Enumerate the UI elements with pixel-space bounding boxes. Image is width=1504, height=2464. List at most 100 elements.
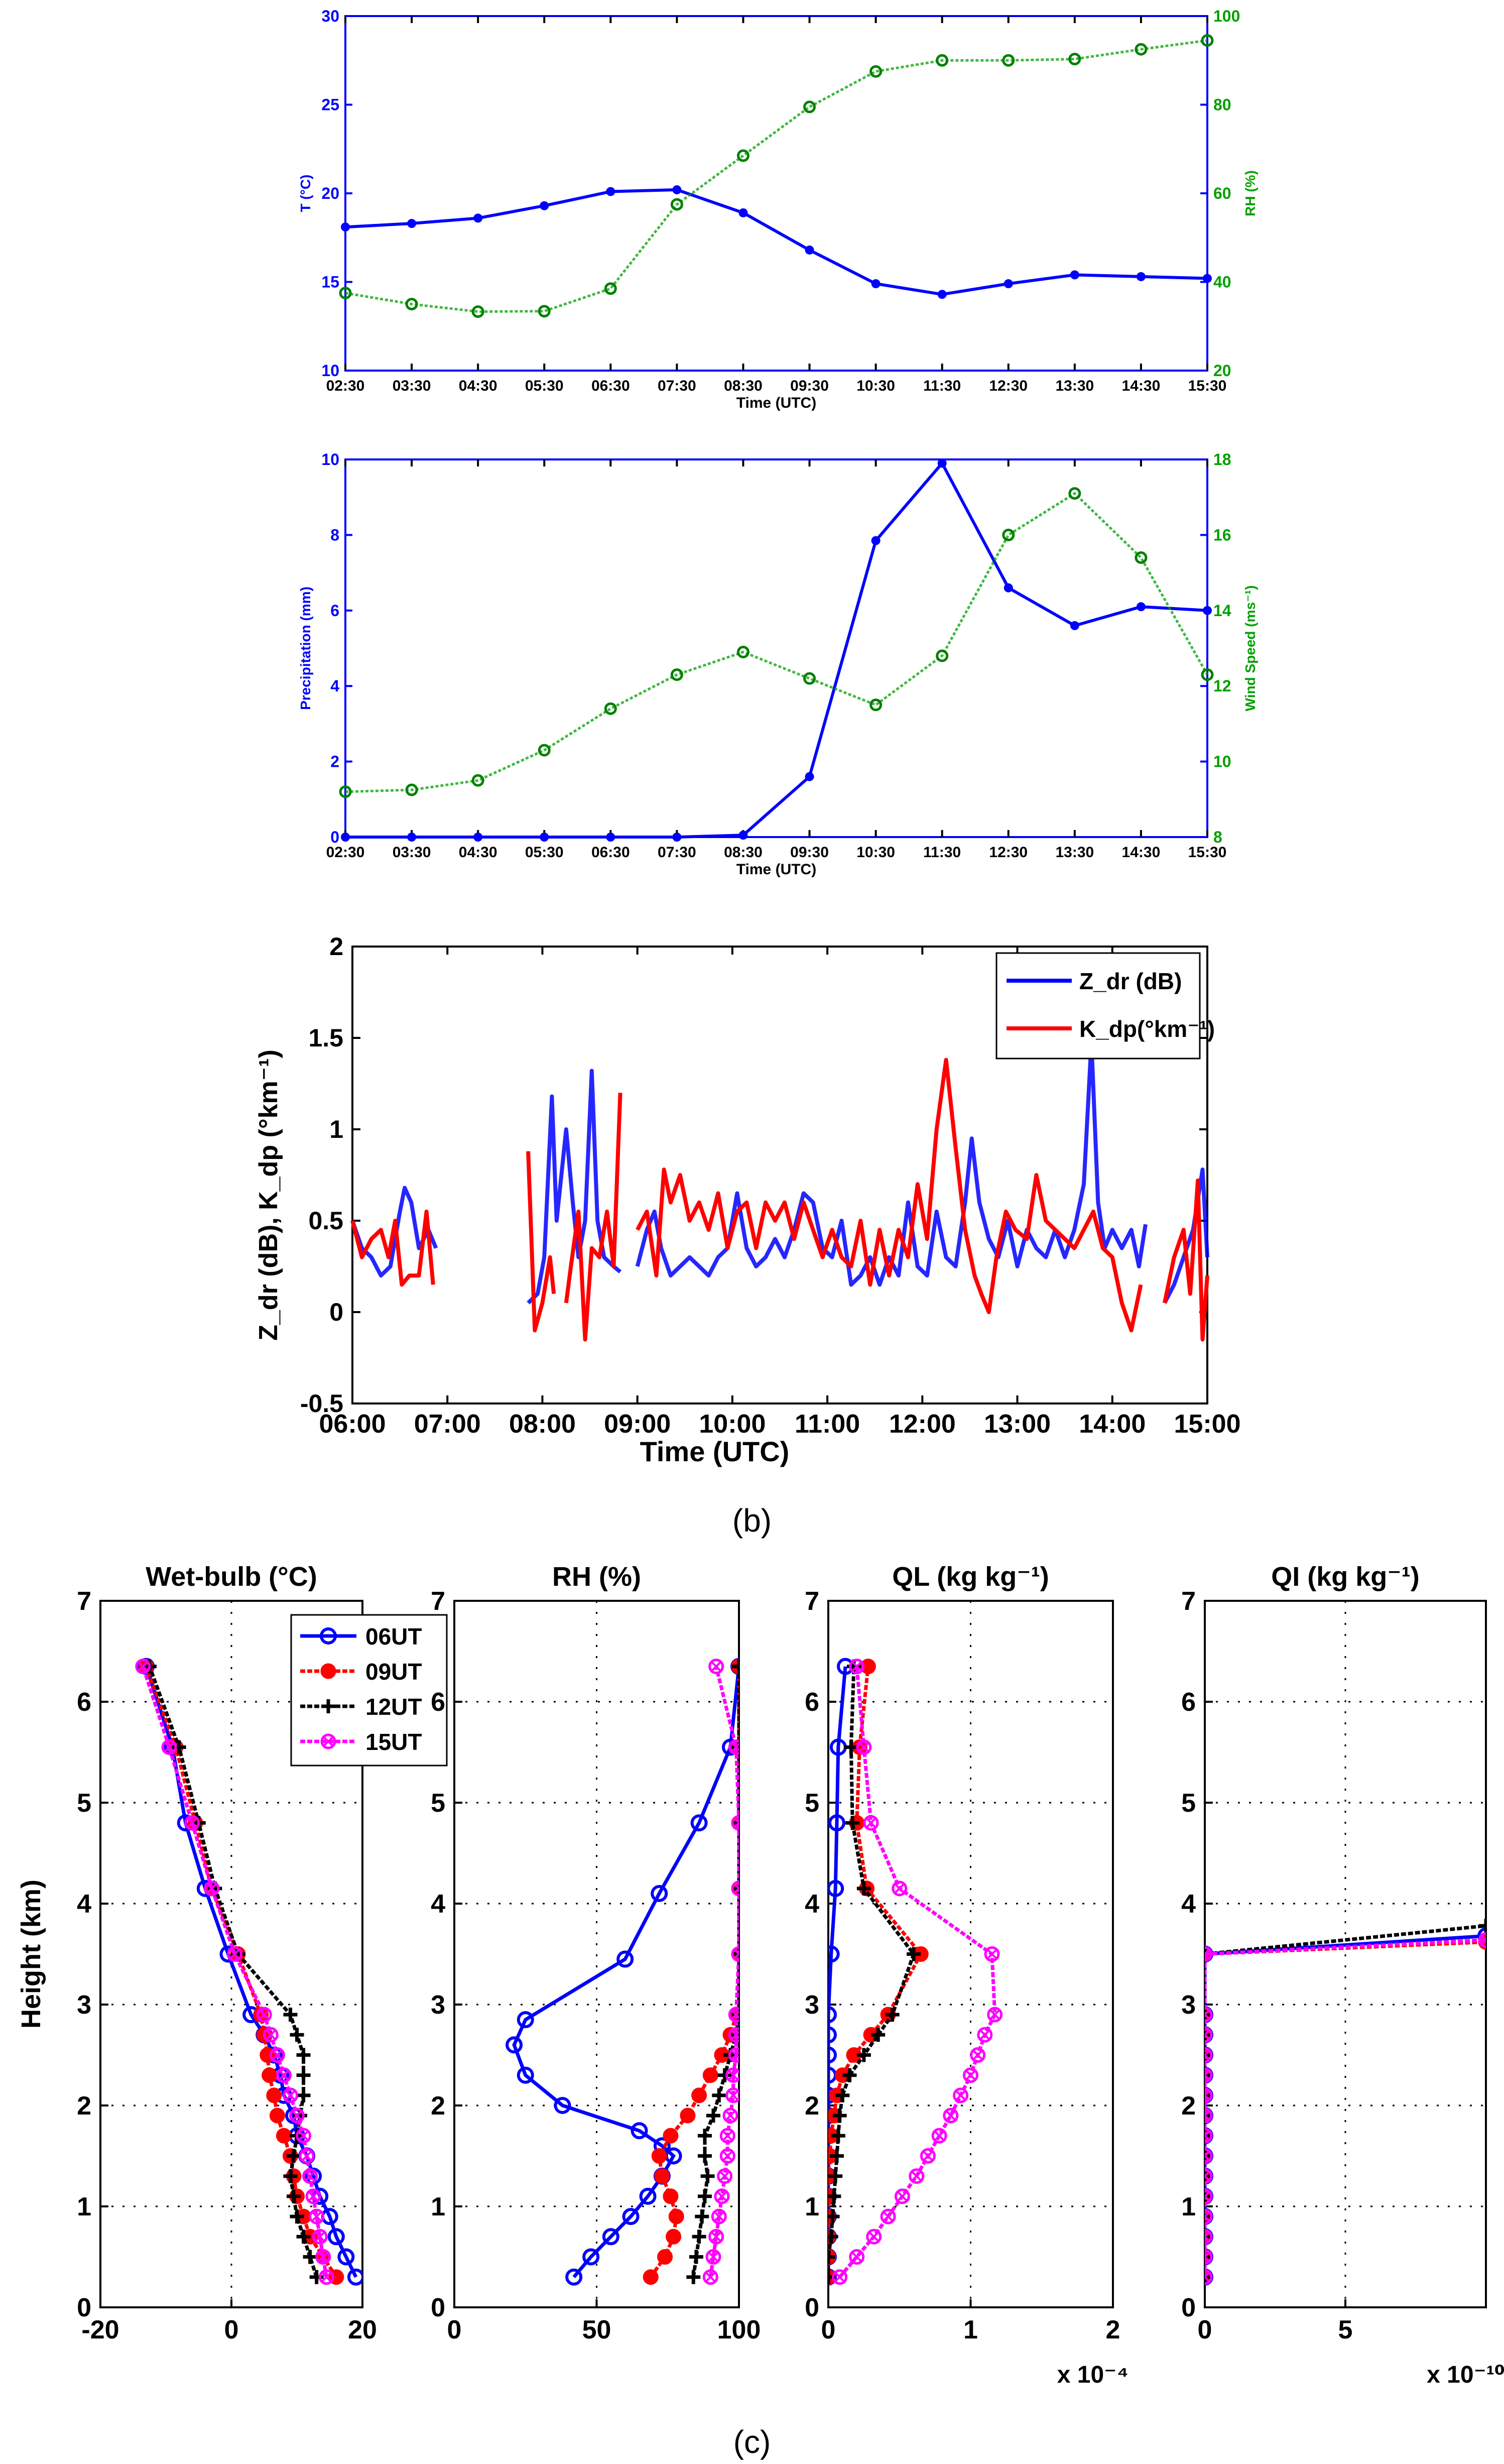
data-point-06ut bbox=[631, 2122, 648, 2140]
data-point-09ut bbox=[269, 2107, 285, 2124]
caption-b: (b) bbox=[732, 1502, 772, 1539]
y-tick-label: 1 bbox=[1181, 2192, 1196, 2221]
data-point-12ut bbox=[732, 1881, 739, 1896]
data-point-15ut bbox=[711, 2208, 727, 2224]
y-tick-label: 1.5 bbox=[308, 1024, 343, 1052]
data-point-15ut bbox=[856, 1739, 872, 1755]
data-point-12ut bbox=[309, 2270, 324, 2284]
data-point-06ut bbox=[347, 2268, 362, 2286]
data-point-12ut bbox=[712, 2088, 726, 2102]
data-point-t bbox=[1136, 272, 1146, 281]
y-tick-label: 3 bbox=[431, 1990, 445, 2020]
data-point-15ut-cross bbox=[973, 2050, 983, 2060]
y-tick-label: 3 bbox=[1181, 1990, 1196, 2020]
x-tick-label: 06:30 bbox=[591, 844, 630, 861]
y-tick-label: 5 bbox=[431, 1789, 445, 1818]
data-point-15ut bbox=[849, 2249, 865, 2265]
data-point-06ut bbox=[639, 2187, 657, 2205]
series-line-06ut bbox=[828, 1666, 847, 2277]
x-tick-label: 2 bbox=[1106, 2315, 1120, 2344]
data-point-rh bbox=[803, 100, 816, 113]
data-point-15ut-cross bbox=[852, 1662, 862, 1672]
x-tick-label: 05:30 bbox=[525, 378, 564, 394]
legend-label-09ut: 09UT bbox=[365, 1659, 422, 1685]
data-point-06ut bbox=[651, 1885, 668, 1902]
temperature-rh-chart: 02:30 03:30 04:30 05:30 06:30 07:30 08:30 09:30… bbox=[298, 7, 1258, 411]
ql-profile-chart: 0 1 2 0 1 2 3 4 5 6 7 QL (kg kg⁻¹) x 10⁻⁴ bbox=[805, 1562, 1129, 2388]
data-point-12ut bbox=[283, 2008, 298, 2022]
data-point-15ut-cross bbox=[312, 2211, 322, 2221]
data-point-12ut bbox=[1205, 2169, 1212, 2183]
y-axis-label: Height (km) bbox=[16, 1880, 46, 2029]
data-point-15ut bbox=[909, 2168, 925, 2184]
data-point-15ut-cross bbox=[946, 2110, 956, 2121]
data-point-15ut bbox=[204, 1881, 220, 1897]
data-point-15ut bbox=[920, 2148, 936, 2164]
plot-frame bbox=[827, 1600, 1114, 2308]
data-point-15ut-cross bbox=[1205, 2191, 1210, 2201]
data-point-wind-speed bbox=[1002, 528, 1015, 541]
y-tick-label: 0 bbox=[77, 2293, 91, 2322]
data-point-06ut bbox=[622, 2208, 640, 2225]
data-point-15ut-cross bbox=[731, 2010, 739, 2020]
y-axis-label: T (°C) bbox=[298, 175, 313, 212]
data-point-wind-speed bbox=[405, 783, 418, 796]
x-tick-label: 12:30 bbox=[989, 378, 1028, 394]
data-point-06ut bbox=[690, 1814, 708, 1832]
panel-title: QL (kg kg⁻¹) bbox=[892, 1562, 1049, 1592]
y2-tick-label: 20 bbox=[1213, 362, 1231, 380]
y-tick-label: 3 bbox=[805, 1990, 819, 2020]
series-line-precipitation bbox=[345, 460, 1208, 839]
data-point-15ut bbox=[1205, 2228, 1213, 2245]
data-point-12ut bbox=[296, 2048, 311, 2062]
data-point-15ut-cross bbox=[711, 1662, 721, 1672]
data-point-15ut-cross bbox=[1205, 2272, 1210, 2282]
data-point-12ut bbox=[1479, 1919, 1486, 1933]
data-point-15ut bbox=[1205, 2148, 1213, 2164]
data-point-15ut-cross bbox=[731, 2050, 739, 2060]
data-point-rh bbox=[405, 298, 418, 311]
data-point-06ut bbox=[828, 1814, 846, 1832]
series-line-k_dp bbox=[350, 1209, 435, 1287]
data-point-12ut bbox=[717, 2068, 732, 2082]
x-tick-label: 0 bbox=[821, 2315, 836, 2344]
data-point-15ut bbox=[719, 2148, 735, 2164]
data-point-15ut-cross bbox=[164, 1742, 174, 1752]
y-tick-label: 25 bbox=[321, 96, 339, 114]
x-tick-label: 5 bbox=[1338, 2315, 1353, 2344]
series-line-z_dr bbox=[1163, 1167, 1209, 1304]
y-tick-label: 4 bbox=[1181, 1890, 1196, 1919]
data-point-15ut-cross bbox=[279, 2070, 289, 2080]
x-tick-label: 02:30 bbox=[326, 844, 365, 861]
y-tick-label: 8 bbox=[330, 526, 339, 544]
data-point-rh bbox=[604, 282, 617, 295]
x-tick-label: 50 bbox=[582, 2315, 611, 2344]
data-point-wind-speed bbox=[736, 646, 749, 659]
legend-marker-06ut bbox=[320, 1627, 337, 1645]
data-point-15ut-cross bbox=[1205, 2211, 1210, 2221]
y-tick-label: 0 bbox=[330, 828, 339, 846]
x-scale-label: x 10⁻⁴ bbox=[1057, 2362, 1129, 2388]
data-point-15ut bbox=[719, 2128, 735, 2144]
data-point-09ut bbox=[860, 1659, 876, 1675]
data-point-09ut bbox=[663, 2188, 679, 2204]
y-tick-label: 6 bbox=[805, 1688, 819, 1717]
data-point-12ut bbox=[1205, 2028, 1212, 2042]
data-point-15ut bbox=[880, 2208, 896, 2224]
series-line-15ut bbox=[838, 1666, 997, 2278]
x-tick-label: 11:30 bbox=[923, 378, 961, 394]
data-point-t bbox=[473, 213, 483, 223]
x-tick-label: 05:30 bbox=[525, 844, 564, 861]
data-point-15ut bbox=[731, 1881, 739, 1897]
data-point-15ut bbox=[722, 2107, 738, 2124]
data-point-12ut bbox=[1205, 2209, 1212, 2224]
data-point-15ut bbox=[728, 1739, 739, 1755]
data-point-15ut bbox=[135, 1659, 151, 1675]
data-point-t bbox=[1203, 274, 1212, 283]
series-line-z_dr bbox=[527, 1069, 622, 1305]
data-point-15ut bbox=[1205, 2208, 1213, 2224]
y-tick-label: 4 bbox=[77, 1890, 91, 1919]
data-point-precipitation bbox=[1136, 602, 1146, 612]
data-point-15ut bbox=[289, 2107, 305, 2124]
y-tick-label: 7 bbox=[77, 1587, 91, 1616]
